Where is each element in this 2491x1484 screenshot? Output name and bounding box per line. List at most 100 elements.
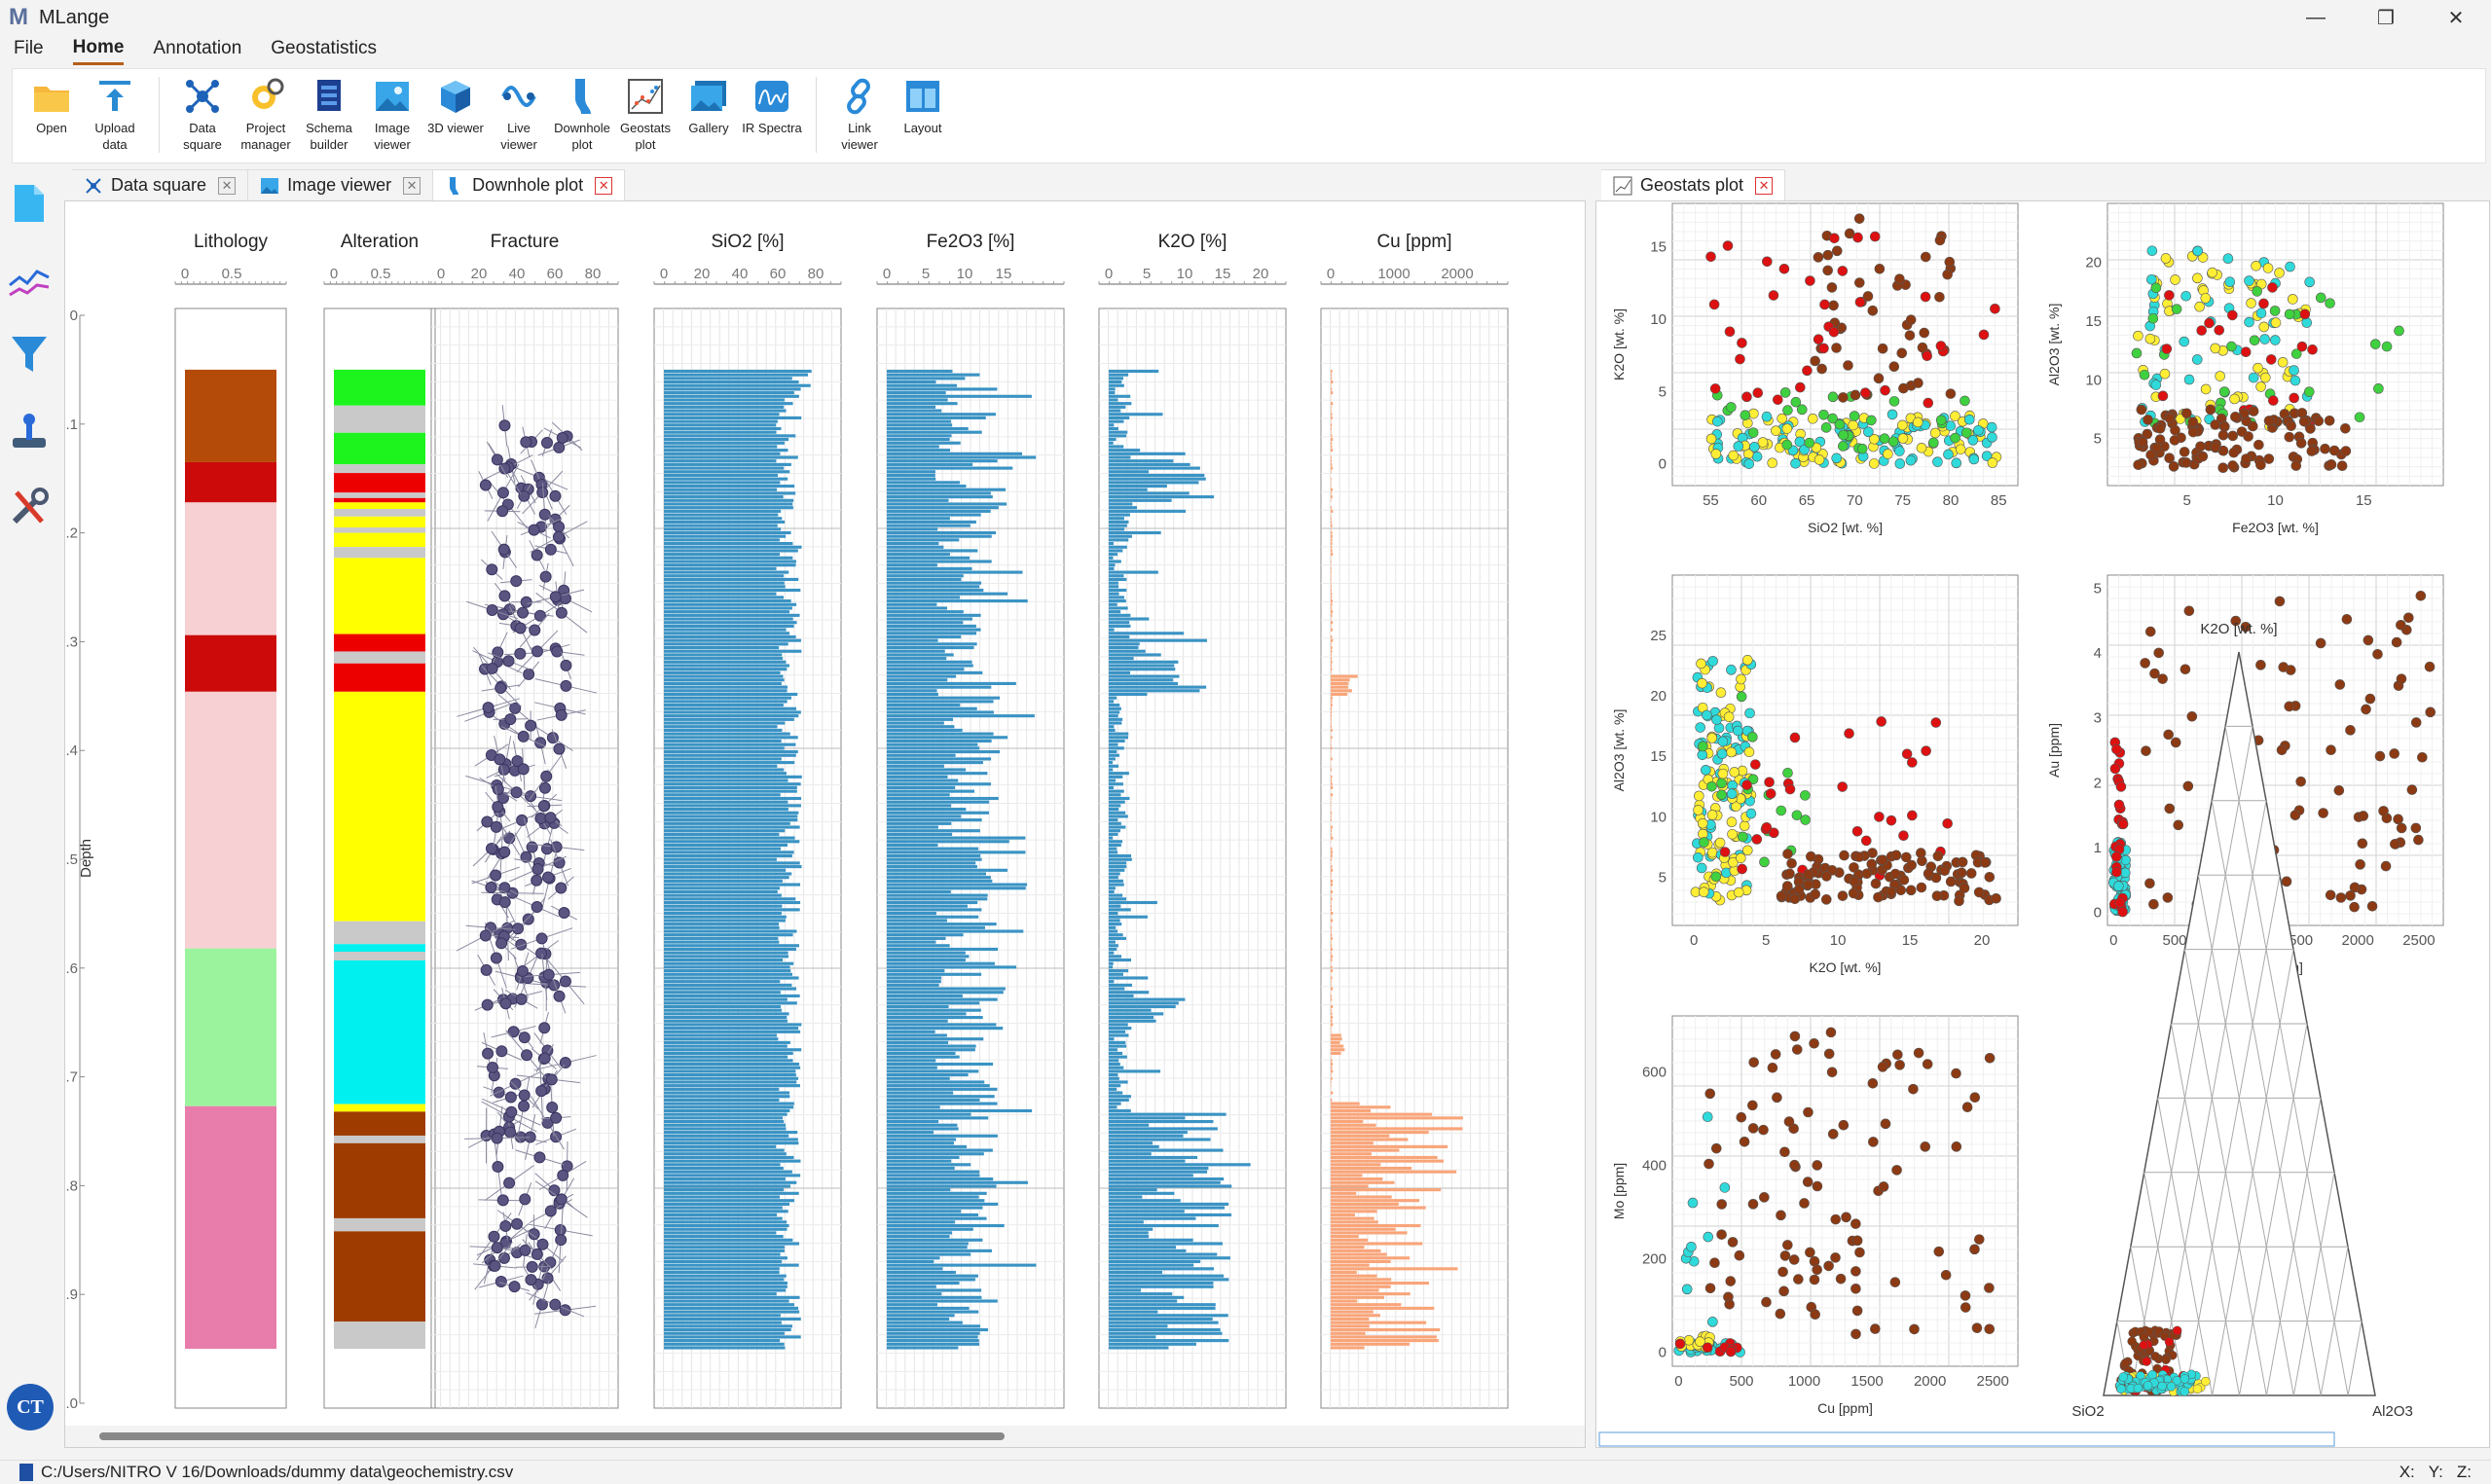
menu-home[interactable]: Home <box>72 37 125 65</box>
data-point <box>1987 457 1998 468</box>
cu-bar <box>1331 602 1333 606</box>
sio2-bar <box>664 455 798 459</box>
cu-bar <box>1331 1084 1332 1088</box>
data-point <box>2265 354 2277 365</box>
data-point <box>2290 375 2301 386</box>
sio2-bar <box>664 1131 798 1135</box>
fracture-point <box>519 1193 531 1206</box>
tab-image-viewer[interactable]: Image viewer ✕ <box>248 169 434 200</box>
close-icon[interactable]: ✕ <box>595 176 613 195</box>
cu-bar <box>1331 530 1333 535</box>
menu-geostatistics[interactable]: Geostatistics <box>271 38 378 58</box>
data-point <box>1733 725 1743 737</box>
fe2o3-bar <box>887 1044 976 1048</box>
close-icon[interactable]: ✕ <box>1755 176 1774 195</box>
fe2o3-bar <box>887 825 938 829</box>
cu-bar <box>1331 725 1332 729</box>
data-point <box>1686 1242 1697 1252</box>
close-icon[interactable]: ✕ <box>403 176 421 195</box>
live-viewer-button[interactable]: Live viewer <box>488 77 550 153</box>
geostats-plot-button[interactable]: Geostats plot <box>614 77 677 153</box>
data-point <box>1789 1159 1800 1171</box>
3d-viewer-button[interactable]: 3D viewer <box>424 77 487 136</box>
fracture-point <box>546 1101 559 1113</box>
fe2o3-bar <box>887 1299 998 1303</box>
data-point <box>1867 1078 1879 1089</box>
data-point <box>1913 1047 1924 1059</box>
ternary-point <box>2143 1381 2153 1391</box>
menu-annotation[interactable]: Annotation <box>153 38 242 58</box>
y-tick-label: 3 <box>2094 710 2102 727</box>
menu-file[interactable]: File <box>14 38 44 58</box>
data-point <box>1722 240 1734 251</box>
downhole-plot-button[interactable]: Downhole plot <box>551 77 613 153</box>
data-point <box>1827 1129 1839 1140</box>
layout-button[interactable]: Layout <box>892 77 954 136</box>
sio2-bar <box>664 1278 785 1282</box>
avatar[interactable]: CT <box>7 1384 54 1430</box>
maximize-icon[interactable]: ❐ <box>2377 7 2395 29</box>
data-square-button[interactable]: Data square <box>171 77 234 153</box>
data-point <box>2133 459 2143 471</box>
ir-spectra-button[interactable]: IR Spectra <box>741 77 803 136</box>
k2o-bar <box>1109 556 1114 560</box>
fracture-point <box>482 1047 495 1060</box>
k2o-bar <box>1109 793 1121 797</box>
close-icon[interactable]: ✕ <box>2447 7 2465 29</box>
gallery-button[interactable]: Gallery <box>678 77 740 136</box>
k2o-bar <box>1109 1066 1124 1069</box>
fracture-point <box>528 1228 540 1241</box>
chart-line-icon[interactable] <box>0 241 58 317</box>
data-point <box>1945 388 1957 399</box>
image-viewer-button[interactable]: Image viewer <box>361 77 423 153</box>
document-icon[interactable] <box>0 165 58 241</box>
sio2-bar <box>664 925 780 929</box>
tab-geostats-plot[interactable]: Geostats plot ✕ <box>1601 169 1786 200</box>
schema-builder-button[interactable]: Schema builder <box>298 77 360 153</box>
open-button[interactable]: Open <box>20 77 83 136</box>
fracture-point <box>504 1126 517 1139</box>
data-point <box>1870 878 1882 889</box>
track-tick-label: 0 <box>181 266 189 282</box>
sio2-bar <box>664 1116 784 1120</box>
fe2o3-bar <box>887 1184 997 1188</box>
data-point <box>1849 876 1860 887</box>
k2o-bar <box>1109 570 1158 574</box>
k2o-bar <box>1109 1199 1181 1203</box>
downhole-plot[interactable]: 00.10.20.30.40.50.60.70.80.91.0DepthLith… <box>57 201 1585 1447</box>
data-point <box>2345 890 2356 901</box>
data-point <box>2325 298 2335 308</box>
joystick-icon[interactable] <box>0 393 58 469</box>
cu-bar <box>1331 621 1334 625</box>
fracture-point <box>481 815 494 828</box>
k2o-bar <box>1109 908 1131 912</box>
fracture-point <box>495 937 508 950</box>
close-icon[interactable]: ✕ <box>218 176 237 195</box>
fracture-point <box>537 800 550 813</box>
data-point <box>2131 347 2143 359</box>
fe2o3-bar <box>887 893 988 897</box>
y-tick-label: 400 <box>1642 1158 1667 1175</box>
k2o-bar <box>1109 380 1122 384</box>
fracture-point <box>559 1057 571 1069</box>
data-point <box>2259 372 2271 383</box>
filter-icon[interactable] <box>0 317 58 393</box>
tab-data-square[interactable]: Data square ✕ <box>72 169 249 200</box>
project-manager-button[interactable]: Project manager <box>235 77 297 153</box>
data-point <box>1693 851 1703 863</box>
minimize-icon[interactable]: — <box>2306 6 2326 28</box>
tools-icon[interactable] <box>0 469 58 545</box>
k2o-bar <box>1109 678 1174 682</box>
k2o-bar <box>1109 449 1141 452</box>
upload-data-button[interactable]: Upload data <box>84 77 146 153</box>
link-viewer-button[interactable]: Link viewer <box>828 77 891 153</box>
data-point <box>1741 845 1753 856</box>
fe2o3-bar <box>887 911 936 916</box>
sio2-bar <box>664 1213 778 1217</box>
cu-bar <box>1331 933 1333 937</box>
track-tick-label: 10 <box>957 266 973 282</box>
tab-downhole-plot[interactable]: Downhole plot ✕ <box>433 169 626 200</box>
k2o-bar <box>1109 825 1126 829</box>
data-point <box>1778 263 1790 274</box>
